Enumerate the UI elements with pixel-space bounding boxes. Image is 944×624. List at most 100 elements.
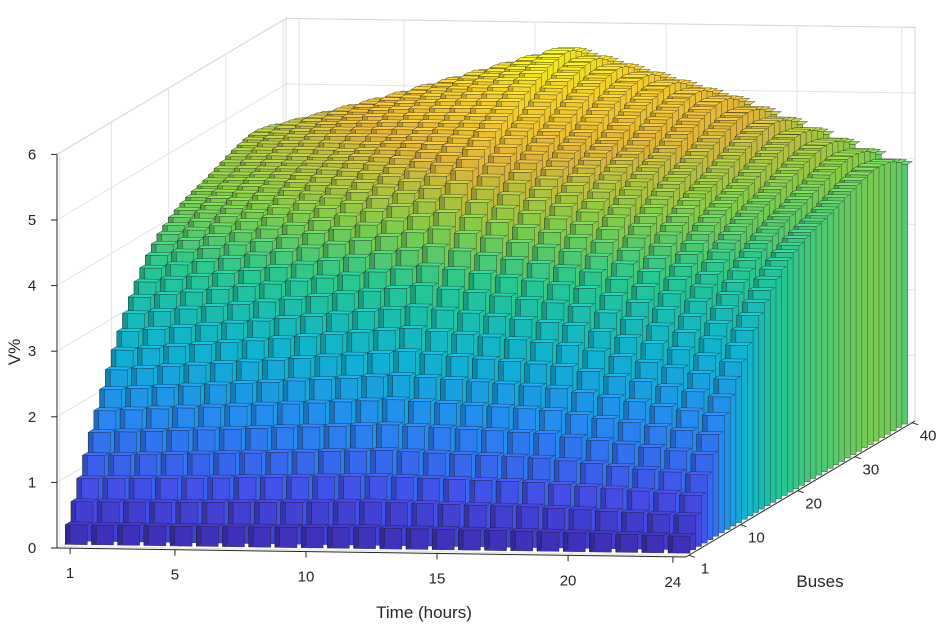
bar-top bbox=[637, 444, 667, 448]
bar-top bbox=[660, 364, 689, 369]
bar-top bbox=[354, 221, 383, 226]
bar-top bbox=[430, 306, 459, 311]
bar-top bbox=[737, 169, 766, 173]
bar-face bbox=[405, 525, 411, 550]
bar-top bbox=[159, 275, 188, 280]
bar-top bbox=[583, 149, 612, 154]
x-tick-label: 15 bbox=[429, 570, 446, 587]
bar-top bbox=[598, 171, 627, 176]
bar-top bbox=[246, 200, 275, 204]
bar-top bbox=[510, 120, 539, 125]
bar-top bbox=[697, 214, 726, 218]
bar-top bbox=[395, 247, 424, 251]
bar-top bbox=[690, 451, 719, 455]
bar-top bbox=[625, 299, 654, 303]
bar-top bbox=[281, 221, 310, 226]
bar-top bbox=[540, 166, 569, 170]
bar-face bbox=[327, 524, 333, 549]
bar-top bbox=[573, 285, 602, 289]
bar-top bbox=[532, 243, 561, 248]
bar bbox=[641, 531, 670, 554]
bar-top bbox=[818, 160, 847, 165]
bar-top bbox=[713, 375, 742, 380]
bar-top bbox=[767, 213, 796, 217]
bar-top bbox=[786, 155, 815, 159]
bar-top bbox=[556, 66, 585, 71]
bar-top bbox=[603, 88, 632, 92]
bar-top bbox=[108, 452, 137, 456]
bar-top bbox=[307, 217, 336, 221]
bar-top bbox=[758, 186, 787, 190]
bar-top bbox=[541, 299, 570, 304]
bar-top bbox=[664, 131, 693, 135]
bar-top bbox=[169, 523, 198, 527]
bar-top bbox=[799, 217, 828, 222]
bar-top bbox=[659, 137, 688, 142]
bar-top bbox=[202, 233, 232, 237]
bar-top bbox=[416, 475, 445, 479]
bar-top bbox=[790, 190, 819, 194]
bar-top bbox=[275, 234, 304, 239]
bar-top bbox=[364, 473, 393, 477]
bar-top bbox=[346, 329, 375, 333]
bar-top bbox=[735, 209, 764, 214]
bar-top bbox=[518, 70, 548, 74]
bar-top bbox=[493, 143, 522, 148]
bar-top bbox=[239, 449, 268, 454]
bar-top bbox=[647, 152, 676, 157]
z-tick-label: 0 bbox=[28, 540, 36, 557]
bar-top bbox=[460, 402, 489, 406]
y-tick bbox=[797, 490, 804, 494]
bar-top bbox=[310, 174, 339, 178]
bar-top bbox=[728, 139, 757, 143]
bar-top bbox=[390, 474, 419, 478]
bar-top bbox=[401, 229, 430, 234]
bar-top bbox=[70, 498, 99, 503]
bar-top bbox=[104, 366, 133, 371]
bar-top bbox=[582, 347, 611, 352]
bar-top bbox=[657, 290, 686, 295]
bar-top bbox=[418, 185, 447, 189]
bar-top bbox=[248, 523, 277, 528]
bar-top bbox=[568, 506, 597, 511]
bar-top bbox=[295, 165, 324, 170]
bar-top bbox=[180, 288, 209, 293]
bar-top bbox=[332, 498, 361, 503]
bar-top bbox=[221, 523, 251, 528]
bar-top bbox=[743, 162, 772, 167]
bar-top bbox=[524, 360, 553, 365]
bar-top bbox=[584, 252, 613, 257]
bar-top bbox=[568, 129, 598, 133]
bar-top bbox=[484, 113, 513, 117]
bar-top bbox=[264, 264, 293, 268]
bar-top bbox=[527, 454, 556, 459]
bar-top bbox=[655, 103, 684, 108]
bar-top bbox=[173, 207, 202, 211]
bar-top bbox=[709, 200, 738, 204]
bar-face bbox=[274, 523, 280, 548]
bar-top bbox=[397, 178, 426, 182]
bar-top bbox=[581, 198, 610, 202]
bar-top bbox=[469, 477, 498, 481]
bar-top bbox=[591, 415, 620, 419]
bar-top bbox=[550, 72, 580, 76]
bar-top bbox=[274, 524, 303, 528]
bar-top bbox=[383, 285, 413, 289]
bar-top bbox=[582, 74, 611, 79]
bar-top bbox=[793, 223, 822, 227]
bar-top bbox=[291, 448, 320, 453]
bar bbox=[248, 523, 277, 548]
bar-top bbox=[614, 334, 643, 338]
bar-top bbox=[651, 306, 680, 310]
z-tick-label: 4 bbox=[28, 278, 36, 295]
bar-top bbox=[287, 210, 316, 214]
bar-top bbox=[384, 499, 413, 504]
bar-top bbox=[644, 116, 673, 121]
bar-top bbox=[260, 159, 289, 163]
bar-top bbox=[729, 216, 758, 220]
bar-top bbox=[278, 187, 307, 191]
bar-top bbox=[261, 214, 290, 218]
bar-top bbox=[531, 135, 560, 139]
bar-top bbox=[589, 143, 618, 147]
bar-top bbox=[347, 153, 376, 157]
